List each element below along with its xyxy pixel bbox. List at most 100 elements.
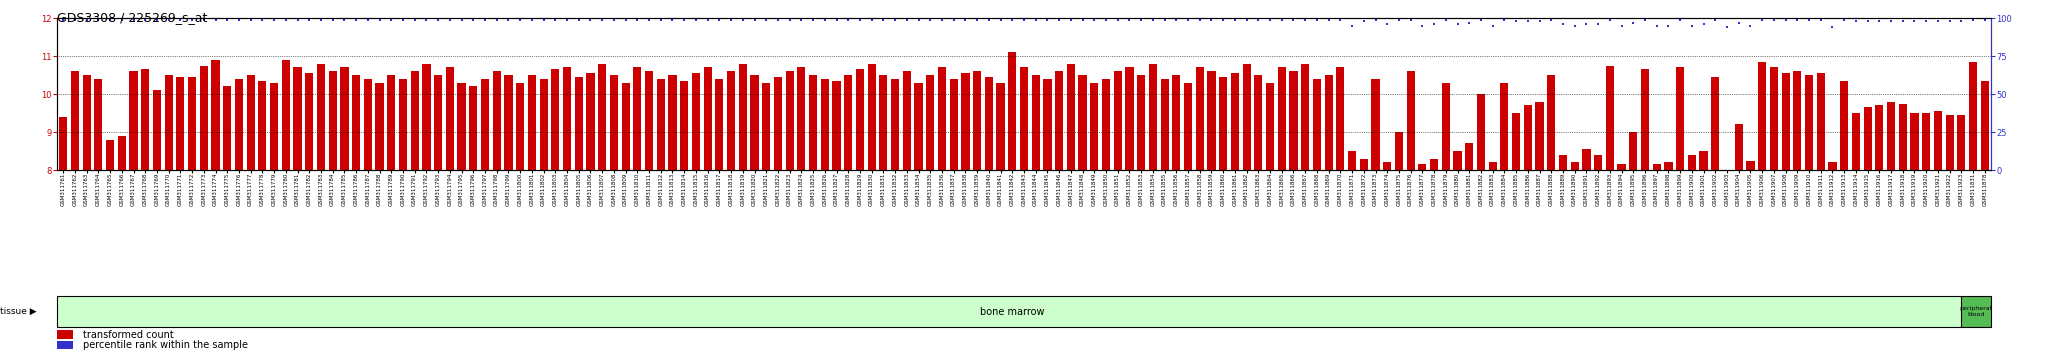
- Bar: [1665, 162, 1673, 170]
- Point: [469, 17, 502, 22]
- Text: transformed count: transformed count: [82, 330, 174, 339]
- Bar: [1606, 65, 1614, 170]
- Point: [164, 17, 197, 22]
- Point: [844, 17, 877, 22]
- Point: [1489, 17, 1522, 22]
- Point: [375, 17, 408, 22]
- Bar: [938, 67, 946, 170]
- Point: [702, 17, 735, 22]
- Point: [539, 17, 571, 22]
- Point: [397, 17, 430, 22]
- Point: [47, 17, 80, 22]
- Bar: [469, 86, 477, 170]
- Point: [1090, 17, 1122, 22]
- Bar: [727, 71, 735, 170]
- Bar: [1395, 132, 1403, 170]
- Point: [692, 17, 725, 22]
- Point: [1442, 21, 1475, 27]
- Point: [551, 17, 584, 22]
- Point: [1546, 21, 1579, 27]
- Bar: [494, 71, 502, 170]
- Bar: [1980, 81, 1989, 170]
- Point: [1313, 17, 1346, 22]
- Bar: [1219, 77, 1227, 170]
- Bar: [821, 79, 829, 170]
- Point: [1042, 17, 1075, 22]
- Bar: [1372, 79, 1380, 170]
- Bar: [797, 67, 805, 170]
- Point: [1804, 17, 1837, 22]
- Bar: [1769, 67, 1778, 170]
- Point: [1675, 23, 1708, 28]
- Point: [948, 17, 981, 22]
- Point: [129, 17, 162, 22]
- Point: [1722, 20, 1755, 25]
- Point: [1839, 18, 1872, 24]
- Point: [1571, 21, 1604, 27]
- Point: [223, 17, 256, 22]
- Point: [1335, 23, 1368, 28]
- Bar: [1055, 71, 1063, 170]
- Bar: [1559, 155, 1567, 170]
- Point: [573, 17, 606, 22]
- Bar: [340, 67, 348, 170]
- Point: [608, 17, 641, 22]
- Bar: [387, 75, 395, 170]
- Bar: [82, 75, 90, 170]
- Bar: [317, 64, 326, 170]
- Bar: [293, 67, 301, 170]
- Point: [94, 17, 127, 22]
- Point: [1008, 17, 1040, 22]
- Point: [1921, 18, 1954, 24]
- Bar: [1688, 155, 1696, 170]
- Bar: [516, 82, 524, 170]
- Point: [1159, 17, 1192, 22]
- Point: [340, 17, 373, 22]
- Point: [1382, 17, 1415, 22]
- Bar: [1571, 162, 1579, 170]
- Point: [655, 17, 688, 22]
- Point: [1735, 23, 1767, 28]
- Bar: [915, 82, 924, 170]
- Bar: [1266, 82, 1274, 170]
- Bar: [352, 75, 360, 170]
- Bar: [57, 341, 74, 349]
- Bar: [1137, 75, 1145, 170]
- Point: [152, 17, 184, 22]
- Bar: [1114, 71, 1122, 170]
- Bar: [1864, 107, 1872, 170]
- Bar: [1124, 67, 1133, 170]
- Point: [504, 17, 537, 22]
- Bar: [328, 71, 336, 170]
- Bar: [1546, 75, 1554, 170]
- Point: [1911, 18, 1944, 24]
- Point: [995, 17, 1028, 22]
- Bar: [961, 73, 969, 170]
- Point: [866, 17, 899, 22]
- Point: [621, 17, 653, 22]
- Bar: [1968, 62, 1976, 170]
- Text: percentile rank within the sample: percentile rank within the sample: [82, 340, 248, 350]
- Point: [1593, 17, 1626, 22]
- Point: [315, 17, 348, 22]
- Point: [633, 17, 666, 22]
- Bar: [1593, 155, 1602, 170]
- Bar: [365, 79, 373, 170]
- Point: [1688, 21, 1720, 27]
- Point: [1618, 20, 1651, 25]
- Bar: [657, 79, 666, 170]
- Bar: [1712, 77, 1720, 170]
- Point: [1266, 17, 1298, 22]
- Bar: [1042, 79, 1051, 170]
- Bar: [1278, 67, 1286, 170]
- Bar: [1477, 94, 1485, 170]
- Bar: [809, 75, 817, 170]
- Text: GDS3308 / 225269_s_at: GDS3308 / 225269_s_at: [57, 11, 207, 24]
- Bar: [1360, 159, 1368, 170]
- Bar: [176, 77, 184, 170]
- Point: [233, 17, 266, 22]
- Point: [1640, 23, 1673, 28]
- Point: [1851, 18, 1884, 24]
- Point: [1745, 17, 1778, 22]
- Bar: [1335, 67, 1343, 170]
